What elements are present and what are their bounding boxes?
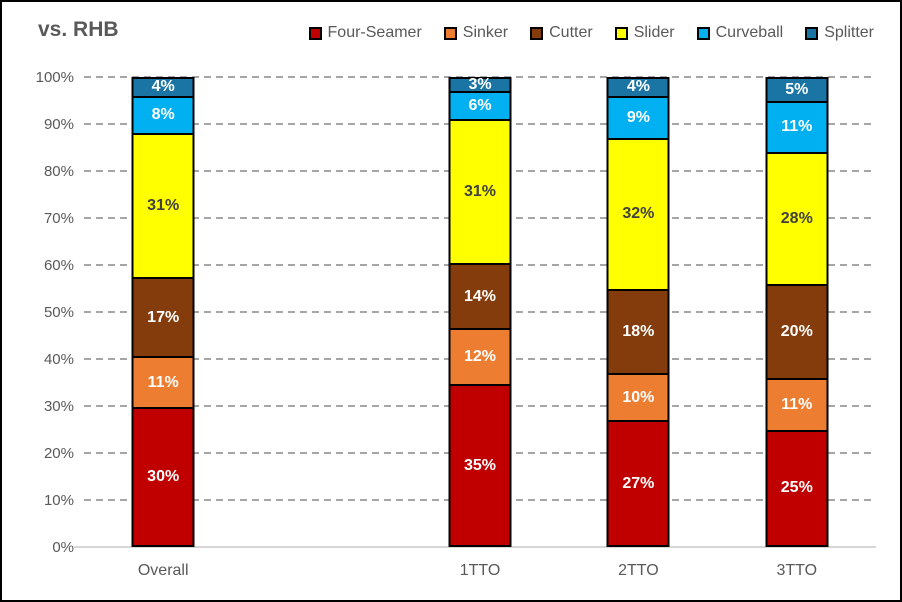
legend-item-sinker: Sinker [443,24,509,42]
segment-curveball: 9% [606,95,670,139]
y-tick-label: 20% [43,445,74,462]
segment-cutter: 14% [448,263,512,329]
segment-cutter: 20% [765,283,829,378]
legend-swatch-slider [614,26,628,40]
segment-value-label: 9% [626,108,650,126]
segment-value-label: 5% [785,80,809,98]
legend-swatch-splitter [805,26,819,40]
segment-value-label: 12% [463,348,497,366]
grid-line [84,76,876,78]
bar-2tto: 27% 10% 18% 32% 9% 4% [606,77,670,547]
segment-cutter: 17% [131,277,195,357]
plot-area: 0% 10% 20% 30% 40% 50% 60% 70% 80% 90% 100% 30% 11% 1… [36,69,876,556]
segment-value-label: 27% [622,474,655,492]
segment-splitter: 5% [765,77,829,101]
y-tick-label: 30% [43,398,74,415]
segment-sinker: 11% [131,356,195,408]
segment-cutter: 18% [606,288,670,374]
segment-value-label: 31% [147,197,180,214]
segment-value-label: 11% [147,373,179,391]
segment-value-label: 8% [151,106,175,124]
segment-value-label: 31% [463,183,497,201]
legend-item-slider: Slider [614,24,675,42]
y-tick-label: 90% [43,116,74,133]
segment-value-label: 28% [780,210,813,228]
segment-splitter: 3% [448,76,512,94]
y-tick-label: 0% [52,539,74,556]
segment-value-label: 4% [626,78,650,96]
y-tick-label: 60% [43,257,74,274]
segment-slider: 31% [448,118,512,264]
segment-curveball: 11% [765,100,829,153]
y-tick-label: 40% [43,351,74,368]
segment-value-label: 4% [151,78,175,96]
y-tick-label: 10% [43,492,74,509]
legend-item-cutter: Cutter [530,24,593,42]
segment-curveball: 6% [448,91,512,119]
segment-slider: 31% [131,132,195,278]
legend-swatch-sinker [443,26,457,40]
x-tick-label-1tto: 1TTO [459,562,501,579]
legend-swatch-cutter [530,26,544,40]
x-tick-label-3tto: 3TTO [776,562,818,579]
segment-value-label: 11% [781,395,813,413]
segment-four-seamer: 27% [606,420,670,547]
legend-label: Splitter [824,24,874,41]
legend-item-curveball: Curveball [696,24,784,42]
legend: Four-Seamer Sinker Cutter Slider Curveball Sp… [308,24,874,42]
y-tick-label: 80% [43,163,74,180]
segment-sinker: 11% [765,377,829,430]
segment-sinker: 12% [448,328,512,385]
segment-splitter: 4% [131,77,195,96]
x-tick-label-overall: Overall [137,562,189,579]
segment-value-label: 30% [147,468,180,486]
segment-value-label: 10% [622,388,655,406]
legend-item-four-seamer: Four-Seamer [308,24,422,42]
segment-slider: 32% [606,138,670,289]
x-tick-label-2tto: 2TTO [618,562,659,579]
segment-value-label: 32% [622,205,655,223]
bar-3tto: 25% 11% 20% 28% 11% 5% [765,77,829,547]
legend-label: Sinker [462,24,509,41]
legend-label: Cutter [549,24,593,41]
segment-value-label: 20% [780,322,813,340]
legend-label: Slider [633,24,675,41]
segment-value-label: 18% [622,322,655,340]
y-tick-label: 70% [43,210,74,227]
chart-title: vs. RHB [38,18,119,41]
y-tick-label: 50% [43,304,74,321]
segment-curveball: 8% [131,95,195,133]
x-axis-line [74,546,876,548]
legend-swatch-curveball [696,26,710,40]
segment-four-seamer: 25% [765,429,829,547]
segment-splitter: 4% [606,77,670,96]
segment-slider: 28% [765,152,829,284]
legend-swatch-four-seamer [308,26,322,40]
segment-value-label: 14% [463,287,497,305]
y-tick-label: 100% [35,69,74,86]
segment-value-label: 17% [147,308,180,326]
segment-value-label: 25% [780,479,813,497]
segment-four-seamer: 35% [448,384,512,547]
segment-sinker: 10% [606,373,670,421]
bar-overall: 30% 11% 17% 31% 8% 4% [131,77,195,547]
bar-1tto: 35% 12% 14% 31% 6% 3% [448,76,512,547]
legend-item-splitter: Splitter [805,24,874,42]
segment-value-label: 11% [781,118,813,136]
segment-value-label: 6% [468,96,492,114]
segment-value-label: 3% [468,76,492,94]
legend-label: Four-Seamer [327,24,422,41]
segment-value-label: 35% [463,456,497,474]
segment-four-seamer: 30% [131,407,195,547]
legend-label: Curveball [715,24,784,41]
